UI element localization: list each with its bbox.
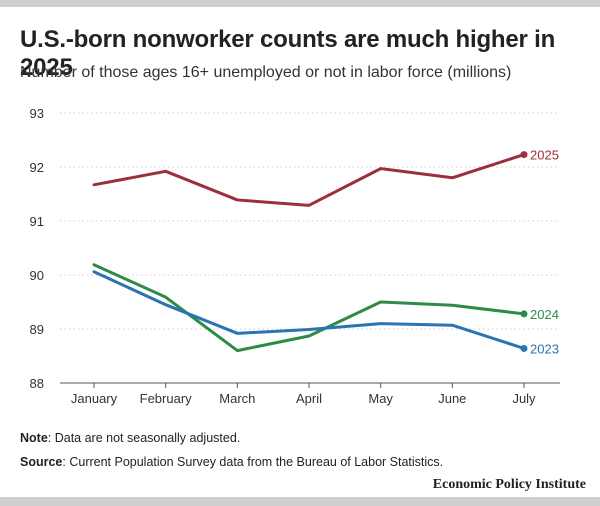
bottom-rule [0, 497, 600, 506]
line-chart: 88 89 90 91 92 93 January February March April May… [30, 106, 560, 406]
y-tick-label-89: 89 [30, 322, 44, 337]
series-end-point-2024 [520, 310, 528, 318]
x-tick-label-may: May [368, 391, 393, 406]
x-tick-label-march: March [219, 391, 255, 406]
top-rule [0, 0, 600, 7]
source-text: : Current Population Survey data from th… [62, 455, 444, 469]
series-line-2023 [92, 270, 526, 350]
x-tick-label-june: June [438, 391, 466, 406]
note-text: : Data are not seasonally adjusted. [47, 431, 241, 445]
note: Note: Data are not seasonally adjusted. [20, 431, 240, 445]
y-tick-label-91: 91 [30, 214, 44, 229]
series-line-2024 [92, 263, 526, 353]
x-tick-label-january: January [71, 391, 118, 406]
series-end-point-2023 [520, 344, 528, 352]
series-label-2024: 2024 [530, 307, 559, 322]
brand-logo-text: Economic Policy Institute [432, 477, 586, 492]
chart-title: U.S.-born nonworker counts are much high… [20, 26, 556, 81]
series-end-point-2025 [520, 151, 528, 159]
y-tick-label-93: 93 [30, 106, 44, 121]
y-tick-label-90: 90 [30, 268, 44, 283]
x-tick-label-july: July [512, 391, 536, 406]
note-label: Note [20, 431, 48, 445]
y-tick-label-92: 92 [30, 160, 44, 175]
source: Source: Current Population Survey data f… [20, 455, 443, 469]
source-label: Source [20, 455, 63, 469]
chart-subtitle: Number of those ages 16+ unemployed or n… [20, 64, 512, 81]
series-line-2025 [92, 153, 526, 207]
x-tick-label-april: April [296, 391, 322, 406]
series-label-2023: 2023 [530, 341, 559, 356]
x-tick-label-february: February [140, 391, 193, 406]
series-label-2025: 2025 [530, 148, 559, 163]
y-tick-label-88: 88 [30, 376, 44, 391]
